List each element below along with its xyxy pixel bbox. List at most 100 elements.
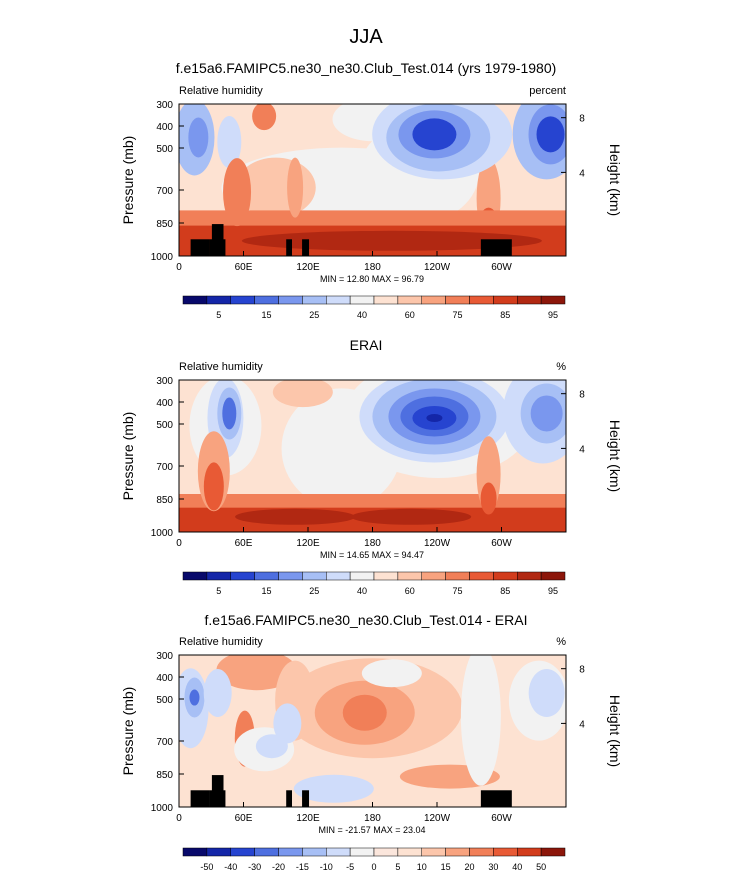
- contour-region: [203, 669, 232, 717]
- x-tick-label: 180: [364, 262, 381, 273]
- topography-mask: [190, 239, 210, 256]
- colorbar-swatch: [397, 295, 422, 305]
- topography-mask: [286, 239, 293, 256]
- x-tick-label: 60W: [491, 538, 512, 549]
- contour-region: [203, 462, 224, 511]
- colorbar-swatch: [182, 571, 208, 581]
- y-tick-label: 700: [156, 462, 173, 473]
- colorbar: 5 15 25 40 60 75 85 95: [182, 295, 566, 320]
- colorbar-label: 0: [371, 862, 376, 872]
- colorbar-label: 25: [309, 586, 319, 596]
- x-tick-label: 0: [176, 262, 182, 273]
- panel-2: ERAI Relative humidity % 0 60E 120E 180 120W 60W…: [120, 337, 623, 596]
- y-tick-label: 700: [156, 737, 173, 748]
- topography-mask: [480, 790, 512, 807]
- x-tick-label: 120W: [424, 538, 451, 549]
- x-tick-label: 120E: [296, 813, 320, 824]
- colorbar-label: -5: [346, 862, 354, 872]
- colorbar-swatch: [421, 571, 446, 581]
- colorbar-label: 40: [357, 586, 367, 596]
- right-string: %: [556, 636, 566, 648]
- colorbar-swatch: [517, 847, 542, 857]
- colorbar-label: 15: [262, 310, 272, 320]
- min-max-stats: MIN = 12.80 MAX = 96.79: [320, 274, 424, 284]
- contour-region: [426, 414, 443, 422]
- height-tick-label: 8: [579, 390, 585, 401]
- colorbar-swatch: [540, 571, 566, 581]
- colorbar-swatch: [206, 847, 231, 857]
- colorbar-swatch: [397, 847, 422, 857]
- colorbar-swatch: [469, 571, 494, 581]
- colorbar-swatch: [540, 295, 566, 305]
- left-string: Relative humidity: [179, 636, 263, 648]
- colorbar-swatch: [349, 847, 375, 857]
- height-tick-label: 8: [579, 665, 585, 676]
- colorbar-label: 10: [417, 862, 427, 872]
- colorbar-swatch: [326, 847, 351, 857]
- y-tick-label: 850: [156, 495, 173, 506]
- contour-region: [361, 659, 422, 688]
- contour-region: [536, 116, 565, 153]
- topography-mask: [286, 790, 293, 807]
- x-tick-label: 0: [176, 813, 182, 824]
- contour-region: [252, 104, 277, 131]
- colorbar-label: -40: [224, 862, 237, 872]
- colorbar-swatch: [445, 295, 470, 305]
- colorbar-label: 20: [464, 862, 474, 872]
- height-tick-label: 8: [579, 114, 585, 125]
- x-tick-label: 120W: [424, 813, 451, 824]
- colorbar-swatch: [469, 847, 494, 857]
- colorbar-label: 40: [512, 862, 522, 872]
- page-title: JJA: [349, 26, 383, 48]
- contour-region: [241, 230, 542, 251]
- colorbar-swatch: [230, 847, 255, 857]
- colorbar-label: 50: [536, 862, 546, 872]
- colorbar-swatch: [540, 847, 566, 857]
- colorbar-swatch: [397, 571, 422, 581]
- contour-region: [351, 508, 472, 525]
- colorbar-swatch: [254, 847, 279, 857]
- colorbar-label: -15: [296, 862, 309, 872]
- contour-region: [293, 774, 374, 803]
- colorbar-label: 60: [405, 310, 415, 320]
- colorbar-label: 5: [216, 586, 221, 596]
- colorbar-label: -50: [200, 862, 213, 872]
- colorbar-label: 95: [548, 310, 558, 320]
- x-tick-label: 180: [364, 813, 381, 824]
- x-tick-label: 60E: [235, 538, 253, 549]
- contour-region: [217, 116, 242, 168]
- y-tick-label: 300: [156, 651, 173, 662]
- colorbar-label: 75: [453, 586, 463, 596]
- topography-mask: [480, 239, 512, 256]
- colorbar-label: 5: [395, 862, 400, 872]
- y-tick-label: 300: [156, 100, 173, 111]
- colorbar-label: 25: [309, 310, 319, 320]
- colorbar-swatch: [206, 295, 231, 305]
- colorbar-label: 5: [216, 310, 221, 320]
- x-tick-label: 60E: [235, 262, 253, 273]
- right-axis-label: Height (km): [607, 144, 623, 216]
- colorbar-label: 60: [405, 586, 415, 596]
- colorbar-swatch: [206, 571, 231, 581]
- colorbar-swatch: [230, 571, 255, 581]
- colorbar-swatch: [182, 847, 208, 857]
- contour-region: [188, 117, 209, 158]
- left-string: Relative humidity: [179, 85, 263, 97]
- y-tick-label: 700: [156, 186, 173, 197]
- colorbar-swatch: [302, 295, 327, 305]
- colorbar: -50 -40 -30 -20 -15 -10 -5 0 5 10 15 20 30 40 50: [182, 847, 566, 872]
- contour-field: [179, 655, 566, 807]
- colorbar-swatch: [302, 571, 327, 581]
- colorbar-swatch: [469, 295, 494, 305]
- colorbar-swatch: [421, 847, 446, 857]
- colorbar-swatch: [254, 571, 279, 581]
- colorbar-swatch: [493, 847, 518, 857]
- y-tick-label: 1000: [151, 252, 174, 263]
- colorbar-swatch: [373, 847, 399, 857]
- x-tick-label: 0: [176, 538, 182, 549]
- height-tick-label: 4: [579, 719, 585, 730]
- colorbar-swatch: [517, 295, 542, 305]
- x-tick-label: 60E: [235, 813, 253, 824]
- y-tick-label: 300: [156, 376, 173, 387]
